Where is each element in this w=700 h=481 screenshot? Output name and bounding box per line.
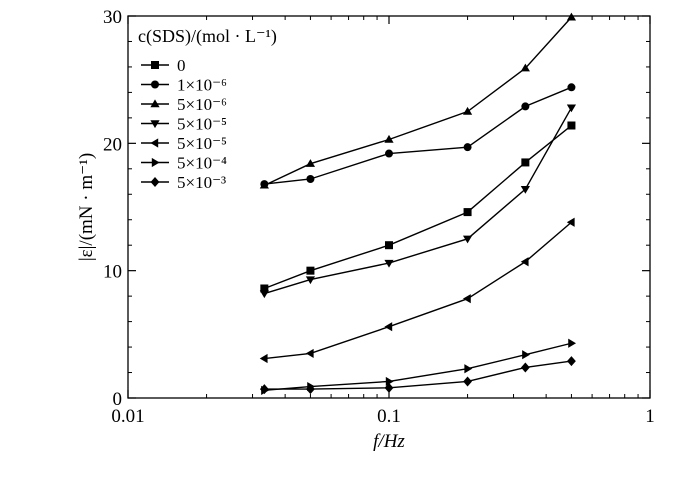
square-marker	[463, 208, 472, 217]
square-marker	[567, 121, 576, 130]
series-group	[259, 12, 577, 395]
y-axis-ticks: 0 10 20 30	[103, 7, 650, 410]
legend-label: 0	[177, 56, 186, 75]
x-tick-label: 0.1	[377, 406, 401, 427]
legend-entry: 5×10⁻⁵	[141, 115, 227, 134]
y-tick-label: 30	[103, 7, 122, 28]
square-marker	[306, 266, 315, 275]
square-marker	[521, 158, 530, 167]
series-line	[264, 86, 572, 185]
legend-label: 5×10⁻³	[177, 173, 226, 192]
circle-marker	[521, 102, 530, 111]
triangle-down-marker	[520, 185, 530, 194]
x-tick-label: 0.01	[111, 406, 144, 427]
y-axis-label: |ε|/(mN · m⁻¹)	[76, 153, 97, 261]
legend-circle-marker	[151, 80, 159, 89]
triangle-left-marker	[520, 257, 529, 267]
triangle-right-marker	[464, 364, 473, 374]
series-5	[259, 217, 575, 364]
legend-label: 5×10⁻⁵	[177, 115, 227, 134]
triangle-left-marker	[259, 353, 268, 364]
y-tick-label: 20	[103, 134, 122, 155]
circle-marker	[306, 174, 315, 183]
diamond-marker	[520, 362, 530, 373]
legend-diamond-marker	[150, 177, 160, 187]
legend-label: 5×10⁻⁴	[177, 154, 227, 173]
series-line	[264, 124, 572, 290]
legend-label: 1×10⁻⁶	[177, 76, 227, 95]
square-marker	[385, 241, 393, 250]
y-tick-label: 0	[113, 389, 123, 410]
legend-triangle-left-marker	[150, 138, 159, 148]
triangle-down-marker	[384, 259, 394, 268]
series-line	[264, 342, 572, 392]
diamond-marker	[306, 384, 315, 395]
triangle-left-marker	[566, 217, 575, 227]
triangle-up-marker	[520, 63, 530, 72]
triangle-down-marker	[259, 290, 269, 299]
legend-entry: 1×10⁻⁶	[141, 76, 227, 95]
legend-entry: 5×10⁻⁴	[141, 154, 227, 173]
circle-marker	[385, 149, 393, 158]
legend-entry: 5×10⁻⁵	[141, 134, 227, 153]
legend-triangle-down-marker	[150, 120, 160, 129]
series-1	[260, 121, 576, 293]
legend-entry: 0	[141, 56, 186, 75]
triangle-right-marker	[385, 376, 394, 387]
circle-marker	[463, 143, 472, 152]
series-line	[264, 16, 572, 186]
triangle-left-marker	[384, 322, 393, 332]
legend-title: c(SDS)/(mol · L⁻¹)	[138, 26, 277, 47]
triangle-down-marker	[566, 104, 577, 113]
diamond-marker	[384, 382, 394, 393]
series-line	[264, 360, 572, 390]
diamond-marker	[567, 356, 576, 367]
series-line	[264, 221, 572, 360]
x-axis-label: f/Hz	[373, 431, 405, 452]
legend-label: 5×10⁻⁵	[177, 134, 227, 153]
triangle-right-marker	[522, 350, 530, 360]
triangle-down-marker	[305, 276, 316, 285]
triangle-left-marker	[305, 348, 314, 359]
x-tick-label: 1	[645, 406, 655, 427]
legend-square-marker	[151, 61, 159, 69]
triangle-down-marker	[462, 235, 473, 244]
series-7	[259, 356, 576, 395]
circle-marker	[567, 83, 576, 92]
diamond-marker	[463, 376, 472, 387]
triangle-up-marker	[305, 159, 316, 167]
legend-entry: 5×10⁻⁶	[141, 95, 227, 114]
diamond-marker	[259, 384, 269, 395]
y-tick-label: 10	[103, 262, 122, 283]
series-line	[264, 107, 573, 295]
legend-entry: 5×10⁻³	[141, 173, 226, 192]
triangle-up-marker	[462, 106, 473, 115]
series-2	[260, 83, 576, 189]
triangle-up-marker	[566, 12, 577, 21]
triangle-up-marker	[259, 180, 269, 189]
square-marker	[260, 284, 269, 293]
legend-triangle-right-marker	[151, 157, 160, 168]
legend-label: 5×10⁻⁶	[177, 95, 227, 114]
series-3	[259, 12, 577, 189]
legend: c(SDS)/(mol · L⁻¹) 01×10⁻⁶5×10⁻⁶5×10⁻⁵5×…	[138, 26, 277, 192]
triangle-left-marker	[462, 294, 471, 304]
triangle-right-marker	[568, 338, 577, 348]
series-4	[259, 104, 577, 299]
x-axis-ticks: 0.01 0.1 1	[111, 16, 655, 427]
legend-triangle-up-marker	[150, 99, 160, 108]
triangle-up-marker	[384, 134, 394, 143]
